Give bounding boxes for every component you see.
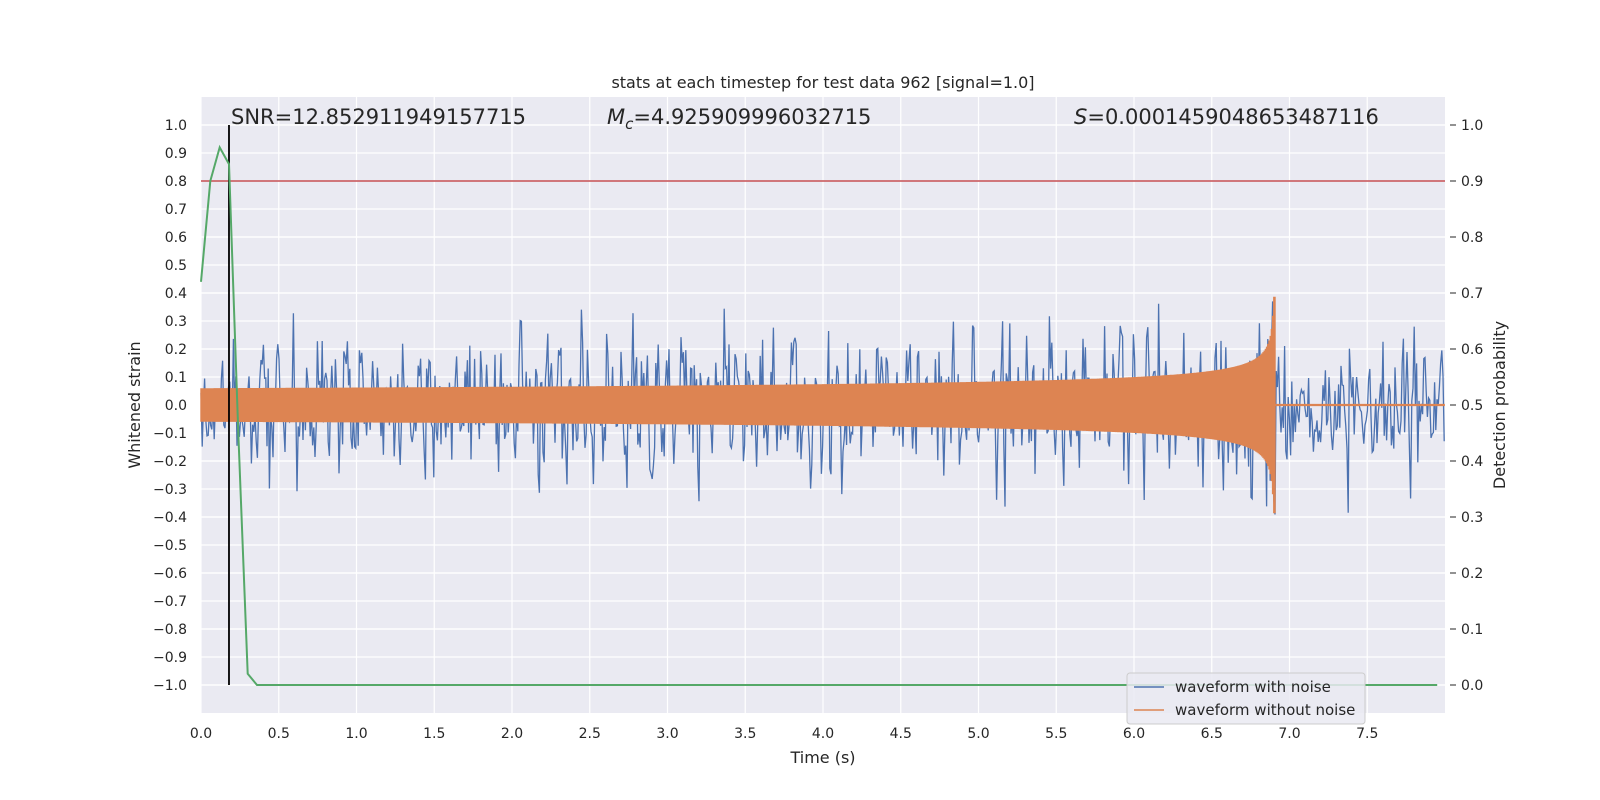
x-tick-label: 2.0 (501, 726, 523, 742)
legend-box (1126, 672, 1366, 725)
y2-axis-label: Detection probability (1490, 321, 1509, 489)
x-tick-label: 6.0 (1123, 726, 1145, 742)
legend-label-clean: waveform without noise (1175, 701, 1355, 719)
series-layer (200, 125, 1445, 686)
series-waveform-without-noise (200, 296, 1445, 514)
x-tick-label: 3.0 (656, 726, 678, 742)
chirp-mass-symbol: M (607, 105, 625, 129)
y2-axis-ticks: 0.0 0.1 0.2 0.3 0.4 0.5 0.6 0.7 0.8 0.9 1.0 (1450, 118, 1483, 694)
y-tick-label: −0.1 (153, 426, 187, 442)
y-tick-label: 1.0 (165, 118, 187, 134)
y2-tick-label: 0.3 (1461, 510, 1483, 526)
snr-annotation: SNR=12.852911949157715 (231, 105, 526, 129)
x-tick-label: 1.0 (345, 726, 367, 742)
y-axis-ticks: −1.0 −0.9 −0.8 −0.7 −0.6 −0.5 −0.4 −0.3 −0.2 −0.1… (153, 118, 187, 694)
chirp-mass-subscript: c (625, 115, 634, 133)
y-tick-label: 0.1 (165, 370, 187, 386)
s-value: =0.0001459048653487116 (1087, 105, 1379, 129)
y-tick-label: −0.9 (153, 650, 187, 666)
y2-tick-label: 0.4 (1461, 454, 1483, 470)
y2-tick-label: 0.5 (1461, 398, 1483, 414)
y-tick-label: −0.3 (153, 482, 187, 498)
chirp-mass-value: =4.925909996032715 (633, 105, 871, 129)
y-tick-label: −1.0 (153, 678, 187, 694)
y-axis-label: Whitened strain (125, 341, 144, 468)
chirp-mass-annotation: Mc=4.925909996032715 (607, 105, 871, 133)
x-tick-label: 5.0 (967, 726, 989, 742)
y2-tick-label: 0.7 (1461, 286, 1483, 302)
s-symbol: S (1074, 105, 1087, 129)
y2-tick-label: 0.1 (1461, 622, 1483, 638)
y-tick-label: 0.0 (165, 398, 187, 414)
y-tick-label: 0.8 (165, 174, 187, 190)
x-tick-label: 0.0 (190, 726, 212, 742)
x-tick-label: 0.5 (268, 726, 290, 742)
y2-tick-label: 0.6 (1461, 342, 1483, 358)
y-tick-label: 0.6 (165, 230, 187, 246)
y-tick-label: 0.5 (165, 258, 187, 274)
x-tick-label: 5.5 (1045, 726, 1067, 742)
y-tick-label: −0.5 (153, 538, 187, 554)
x-tick-label: 4.0 (812, 726, 834, 742)
y-tick-label: 0.7 (165, 202, 187, 218)
series-detection-probability (200, 144, 1438, 686)
x-axis-label: Time (s) (789, 748, 855, 767)
x-tick-label: 7.0 (1278, 726, 1300, 742)
x-axis-ticks: 0.0 0.5 1.0 1.5 2.0 2.5 3.0 3.5 4.0 4.5 5.0 5.5 6.0 6… (190, 726, 1379, 742)
y2-tick-label: 0.2 (1461, 566, 1483, 582)
x-tick-label: 2.5 (579, 726, 601, 742)
y2-tick-label: 0.8 (1461, 230, 1483, 246)
chart-title: stats at each timestep for test data 962… (611, 73, 1034, 92)
x-tick-label: 6.5 (1201, 726, 1223, 742)
y-tick-label: 0.2 (165, 342, 187, 358)
y2-tick-label: 1.0 (1461, 118, 1483, 134)
y-tick-label: 0.9 (165, 146, 187, 162)
y-tick-label: −0.7 (153, 594, 187, 610)
y-tick-label: −0.4 (153, 510, 187, 526)
y-tick-label: −0.8 (153, 622, 187, 638)
y2-tick-label: 0.9 (1461, 174, 1483, 190)
y-tick-label: 0.4 (165, 286, 187, 302)
legend-label-noise: waveform with noise (1175, 678, 1331, 696)
x-tick-label: 3.5 (734, 726, 756, 742)
y-tick-label: −0.2 (153, 454, 187, 470)
y-tick-label: −0.6 (153, 566, 187, 582)
x-tick-label: 1.5 (423, 726, 445, 742)
s-annotation: S=0.0001459048653487116 (1074, 105, 1379, 129)
y-tick-label: 0.3 (165, 314, 187, 330)
x-tick-label: 4.5 (890, 726, 912, 742)
y2-tick-label: 0.0 (1461, 678, 1483, 694)
x-tick-label: 7.5 (1356, 726, 1378, 742)
legend: waveform with noise waveform without noi… (1126, 672, 1366, 725)
